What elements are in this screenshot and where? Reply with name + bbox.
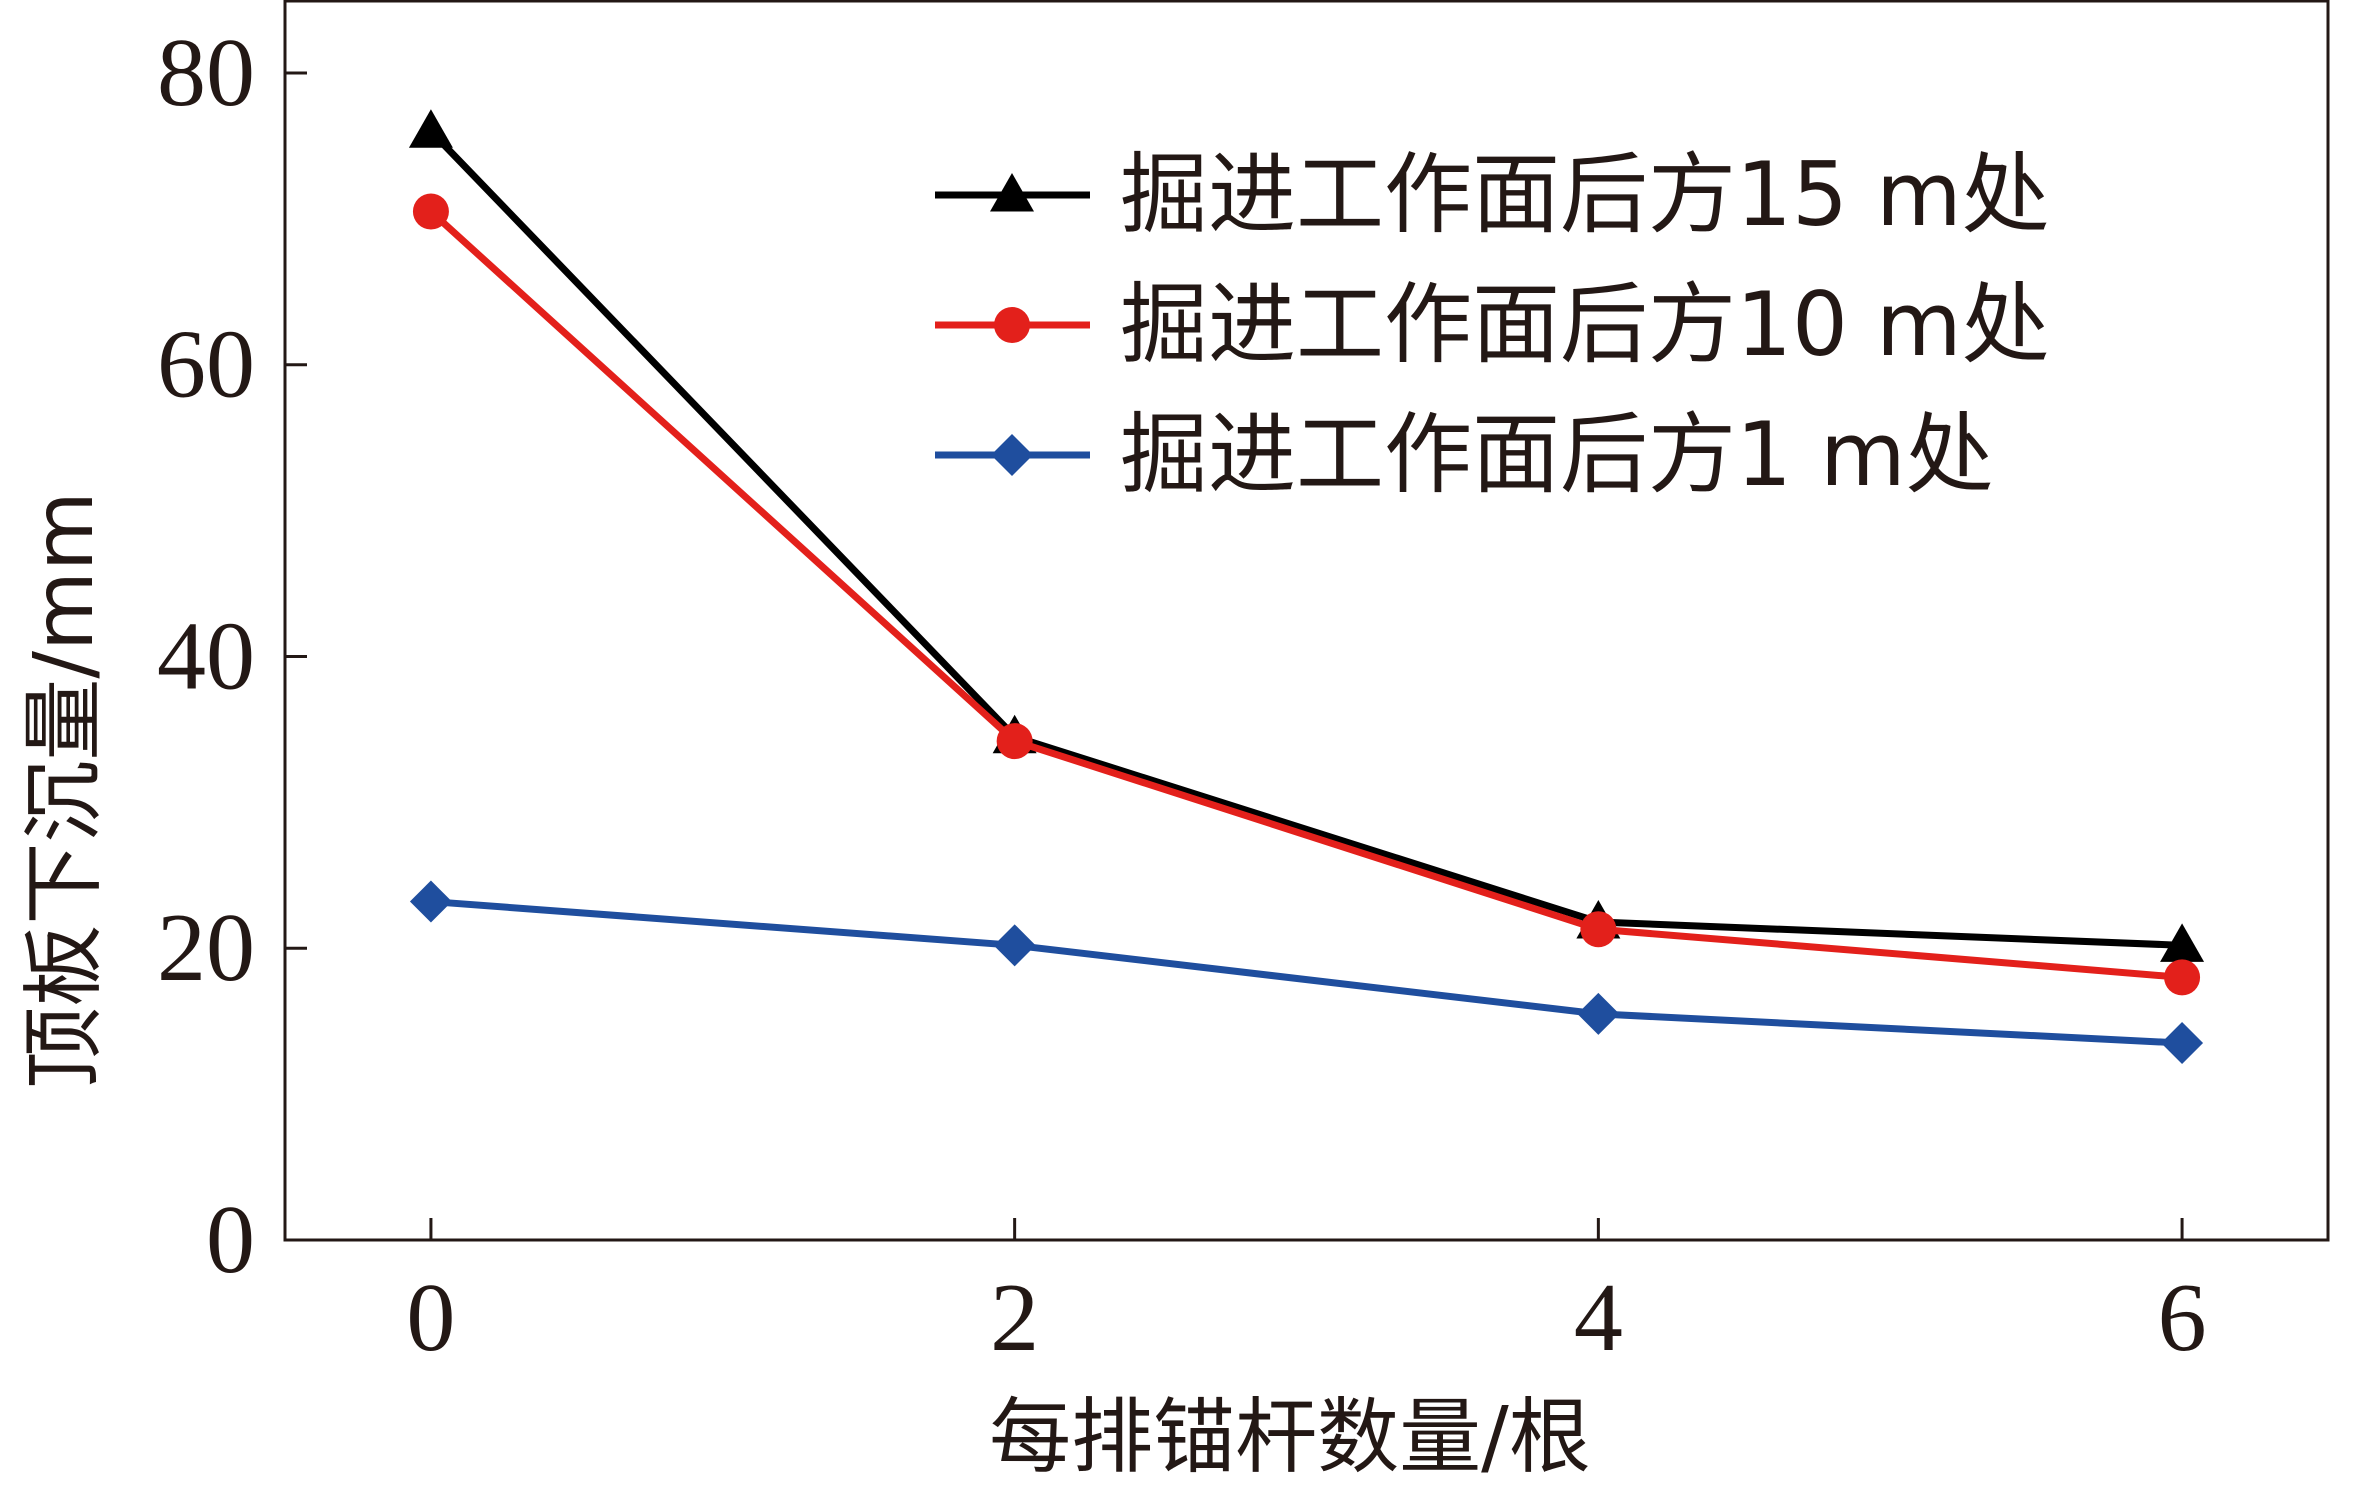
ticks: 0 20 40 60 80 0 2 4 6 bbox=[157, 19, 2207, 1372]
legend-label: 掘进工作面后方15 m处 bbox=[1120, 143, 2050, 246]
data-point-circle bbox=[412, 193, 449, 230]
y-axis-title: 顶板下沉量/mm bbox=[17, 491, 112, 1088]
series-2 bbox=[409, 880, 2204, 1065]
x-tick-label: 2 bbox=[990, 1264, 1039, 1372]
legend-marker bbox=[994, 307, 1030, 343]
legend-marker bbox=[991, 434, 1033, 476]
legend-item: 掘进工作面后方10 m处 bbox=[935, 273, 2050, 376]
x-tick-label: 4 bbox=[1574, 1264, 1623, 1372]
data-point-triangle bbox=[2160, 923, 2205, 962]
data-point-diamond bbox=[993, 924, 1036, 967]
series-layer bbox=[408, 109, 2205, 1065]
series-line bbox=[428, 208, 2183, 981]
y-tick-label: 60 bbox=[157, 311, 255, 419]
data-point-circle bbox=[996, 723, 1033, 760]
x-tick-label: 6 bbox=[2158, 1264, 2207, 1372]
y-tick-label: 20 bbox=[157, 894, 255, 1002]
plot-frame bbox=[283, 0, 2330, 1242]
x-axis-title: 每排锚杆数量/根 bbox=[989, 1390, 1591, 1485]
data-point-diamond bbox=[1577, 992, 1620, 1035]
data-point-circle bbox=[2164, 959, 2201, 996]
legend-marker bbox=[990, 173, 1034, 212]
series-line bbox=[430, 898, 2183, 1047]
data-point-diamond bbox=[409, 880, 452, 923]
series-1 bbox=[412, 193, 2201, 996]
legend-label: 掘进工作面后方1 m处 bbox=[1120, 403, 1994, 506]
data-point-circle bbox=[1580, 911, 1617, 948]
x-tick-label: 0 bbox=[406, 1264, 455, 1372]
axes bbox=[283, 0, 2330, 1242]
series-line bbox=[428, 128, 2183, 949]
y-tick-label: 40 bbox=[157, 602, 255, 710]
data-point-triangle bbox=[408, 109, 453, 148]
legend-item: 掘进工作面后方1 m处 bbox=[935, 403, 1994, 506]
legend-item: 掘进工作面后方15 m处 bbox=[935, 143, 2050, 246]
data-point-diamond bbox=[2161, 1022, 2204, 1065]
legend-label: 掘进工作面后方10 m处 bbox=[1120, 273, 2050, 376]
y-tick-label: 80 bbox=[157, 19, 255, 127]
y-tick-label: 0 bbox=[206, 1186, 255, 1294]
